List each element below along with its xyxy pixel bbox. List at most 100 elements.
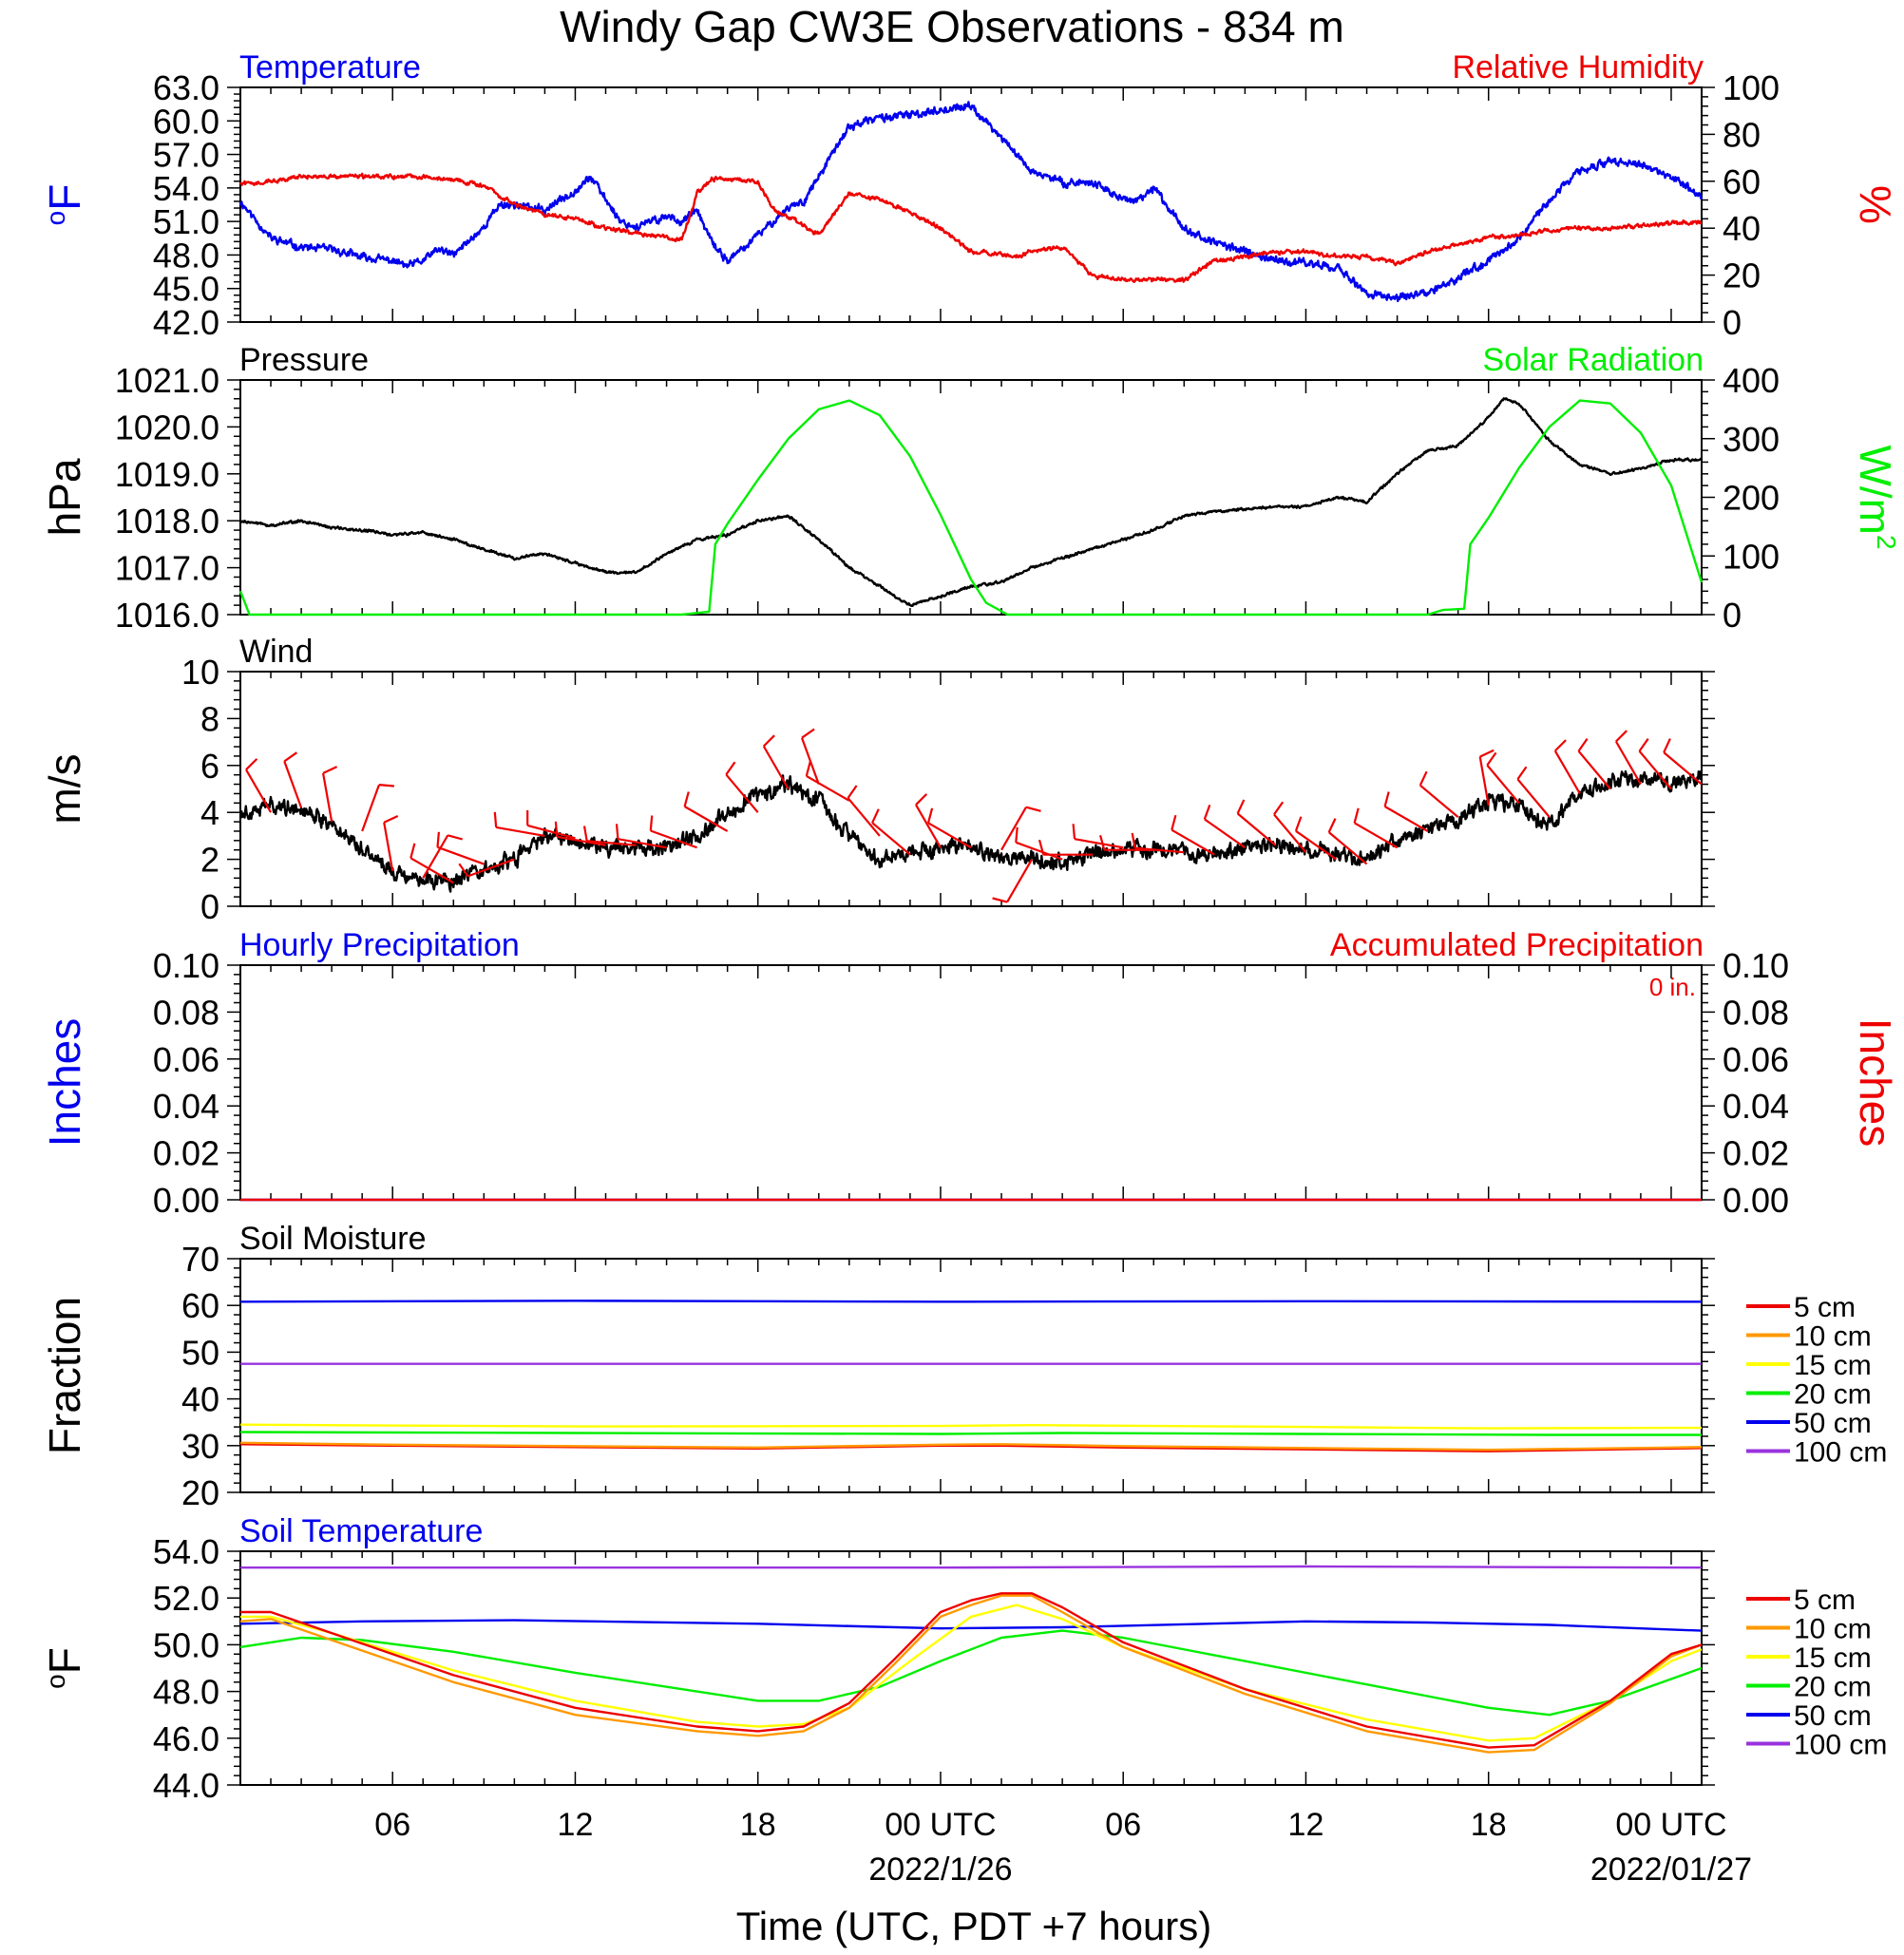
panel-title-left: Pressure (239, 342, 369, 378)
barb-flag (1038, 839, 1045, 855)
y-tick-label: 51.0 (153, 202, 219, 241)
y-tick-label: 57.0 (153, 136, 219, 175)
y-tick-label: 4 (200, 793, 219, 832)
barb-staff (557, 835, 606, 846)
series-5-cm (240, 1592, 1703, 1749)
series-solar-radiation (238, 399, 1704, 617)
y-tick-label: 63.0 (153, 68, 219, 107)
barb-flag (1615, 730, 1628, 743)
x-tick-label: 18 (1471, 1807, 1507, 1843)
wind-barb (1418, 770, 1459, 818)
y-tick-label: 48.0 (153, 1673, 219, 1712)
wind-barb (526, 809, 576, 840)
y-tick-label-right: 0.00 (1723, 1181, 1789, 1220)
barb-flag (805, 761, 811, 777)
wind-barb (436, 831, 485, 865)
x-axis-title: Time (UTC, PDT +7 hours) (736, 1904, 1212, 1948)
x-ticks (239, 87, 1703, 322)
wind-barb (871, 808, 911, 856)
barb-staff (1638, 750, 1672, 790)
barb-staff (1000, 807, 1027, 851)
legend-label: 50 cm (1794, 1700, 1872, 1732)
barb-flag (1479, 749, 1495, 758)
y-axis-label-right-text: W/m2 (1851, 445, 1901, 549)
y-tick-label: 40 (181, 1380, 219, 1419)
legend-label: 15 cm (1794, 1642, 1872, 1674)
barb-staff (1577, 750, 1611, 790)
y-tick-label-right: 0.08 (1723, 993, 1789, 1032)
barb-flag (915, 793, 928, 806)
figure-title: Windy Gap CW3E Observations - 834 m (560, 2, 1344, 51)
wind-barb (615, 824, 667, 849)
panel-title-left: Wind (239, 634, 313, 670)
wind-barb (361, 784, 394, 832)
barb-staff (422, 834, 449, 879)
series-wind (238, 769, 1704, 893)
y-axis-label-right: Inches (1851, 1018, 1900, 1148)
series-100-cm (240, 1565, 1703, 1569)
y-tick-label: 30 (181, 1427, 219, 1466)
wind-barb (1478, 749, 1495, 806)
x-ticks (239, 672, 1703, 906)
barb-staff (915, 804, 942, 848)
plot-frame (239, 964, 1703, 1201)
y-tick-label: 0 (200, 887, 219, 926)
wind-barb (1614, 730, 1642, 786)
y-tick-label-right: 100 (1723, 537, 1780, 576)
wind-barb (762, 734, 790, 790)
y-tick-label: 48.0 (153, 236, 219, 275)
barb-staff (847, 797, 881, 837)
wind-barb (1171, 814, 1215, 856)
y-tick-label: 46.0 (153, 1719, 219, 1758)
y-ticks-left (227, 671, 1715, 907)
series-pressure (238, 397, 1703, 607)
wind-barb (1353, 807, 1399, 849)
barb-flag (1025, 806, 1041, 812)
wind-barb (1000, 806, 1041, 851)
barb-staff (684, 806, 729, 832)
y-ticks-left (227, 1550, 1715, 1786)
plot-frame (239, 1258, 1703, 1493)
wind-barb (1516, 766, 1551, 818)
y-axis-label-left: hPa (40, 458, 89, 536)
barb-flag (1294, 816, 1303, 832)
y-tick-label: 45.0 (153, 270, 219, 309)
y-tick-label-right: 200 (1723, 479, 1780, 518)
y-axis-label-right-text: % (1851, 185, 1900, 224)
barb-staff (1553, 750, 1581, 794)
barb-staff (1074, 838, 1124, 849)
legend-label: 5 cm (1794, 1585, 1856, 1616)
wind-barb (1486, 751, 1520, 805)
series-10-cm (239, 1441, 1703, 1452)
x-tick-label: 06 (374, 1807, 410, 1843)
wind-barb (458, 858, 515, 878)
y-tick-label: 60.0 (153, 102, 219, 141)
y-tick-label: 6 (200, 747, 219, 786)
wind-barb (1038, 839, 1094, 856)
barb-staff (725, 773, 759, 813)
series-15-cm (240, 1604, 1703, 1742)
y-axis-label-left: oF (40, 1647, 89, 1689)
y-tick-label: 1021.0 (115, 361, 219, 400)
barb-flag (1273, 801, 1285, 816)
barb-flag (763, 734, 775, 748)
barb-staff (871, 822, 911, 856)
wind-barb (800, 728, 820, 785)
wind-barb (409, 843, 454, 884)
barb-staff (1354, 822, 1399, 849)
y-tick-label: 42.0 (153, 303, 219, 342)
barb-staff (1273, 813, 1307, 853)
y-ticks-right (1702, 379, 1715, 616)
barb-flag (683, 791, 690, 807)
y-tick-label-right: 100 (1723, 68, 1780, 107)
barb-staff (1171, 828, 1215, 856)
barb-staff (245, 769, 272, 813)
x-date-label: 2022/01/27 (1590, 1851, 1752, 1888)
y-tick-label: 0.08 (153, 993, 219, 1032)
barb-flag (1554, 739, 1567, 752)
legend-label: 10 cm (1794, 1614, 1872, 1645)
wind-barb (322, 766, 338, 823)
y-axis-label-right: W/m2 (1851, 445, 1901, 549)
y-tick-label: 8 (200, 699, 219, 738)
